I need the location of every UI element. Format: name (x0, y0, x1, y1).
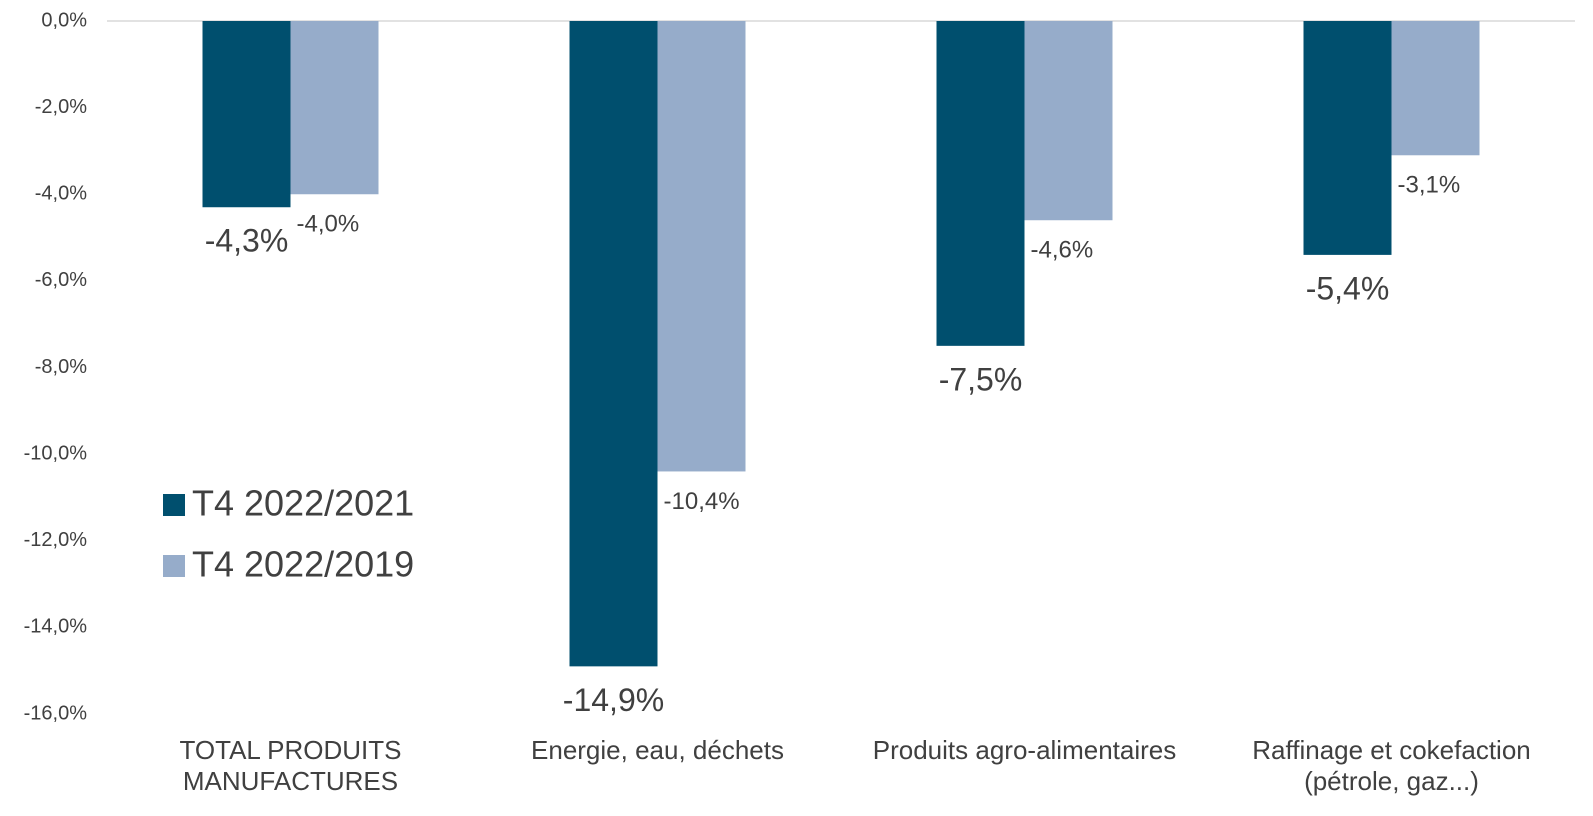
data-label: -4,0% (297, 211, 360, 238)
y-tick-label: -4,0% (35, 183, 87, 205)
bar (1303, 21, 1392, 255)
bar (1024, 21, 1113, 221)
data-label: -4,3% (205, 223, 289, 259)
data-label: -5,4% (1306, 270, 1390, 306)
legend-swatch (163, 494, 185, 516)
y-tick-label: -6,0% (35, 269, 87, 291)
y-tick-label: -12,0% (24, 529, 88, 551)
bar (290, 21, 379, 195)
legend-label: T4 2022/2019 (192, 544, 414, 585)
y-tick-label: -10,0% (24, 442, 88, 464)
legend-label: T4 2022/2021 (192, 483, 414, 524)
bar (569, 21, 658, 667)
bar (202, 21, 291, 208)
y-tick-label: 0,0% (41, 9, 87, 31)
bar (1391, 21, 1480, 156)
data-label: -7,5% (939, 361, 1023, 397)
y-tick-label: -14,0% (24, 616, 88, 638)
x-tick-label: Energie, eau, déchets (531, 735, 784, 765)
data-label: -3,1% (1398, 172, 1461, 199)
data-label: -10,4% (664, 488, 740, 515)
y-tick-label: -2,0% (35, 96, 87, 118)
y-tick-label: -16,0% (24, 702, 88, 724)
data-label: -14,9% (563, 682, 664, 718)
legend-swatch (163, 555, 185, 577)
x-tick-label: Raffinage et cokefaction (pétrole, gaz..… (1252, 735, 1531, 796)
bar (936, 21, 1025, 346)
y-tick-label: -8,0% (35, 356, 87, 378)
x-tick-label: TOTAL PRODUITS MANUFACTURES (179, 735, 402, 796)
data-label: -4,6% (1031, 237, 1094, 264)
x-tick-label: Produits agro-alimentaires (872, 735, 1177, 765)
bar (657, 21, 746, 472)
